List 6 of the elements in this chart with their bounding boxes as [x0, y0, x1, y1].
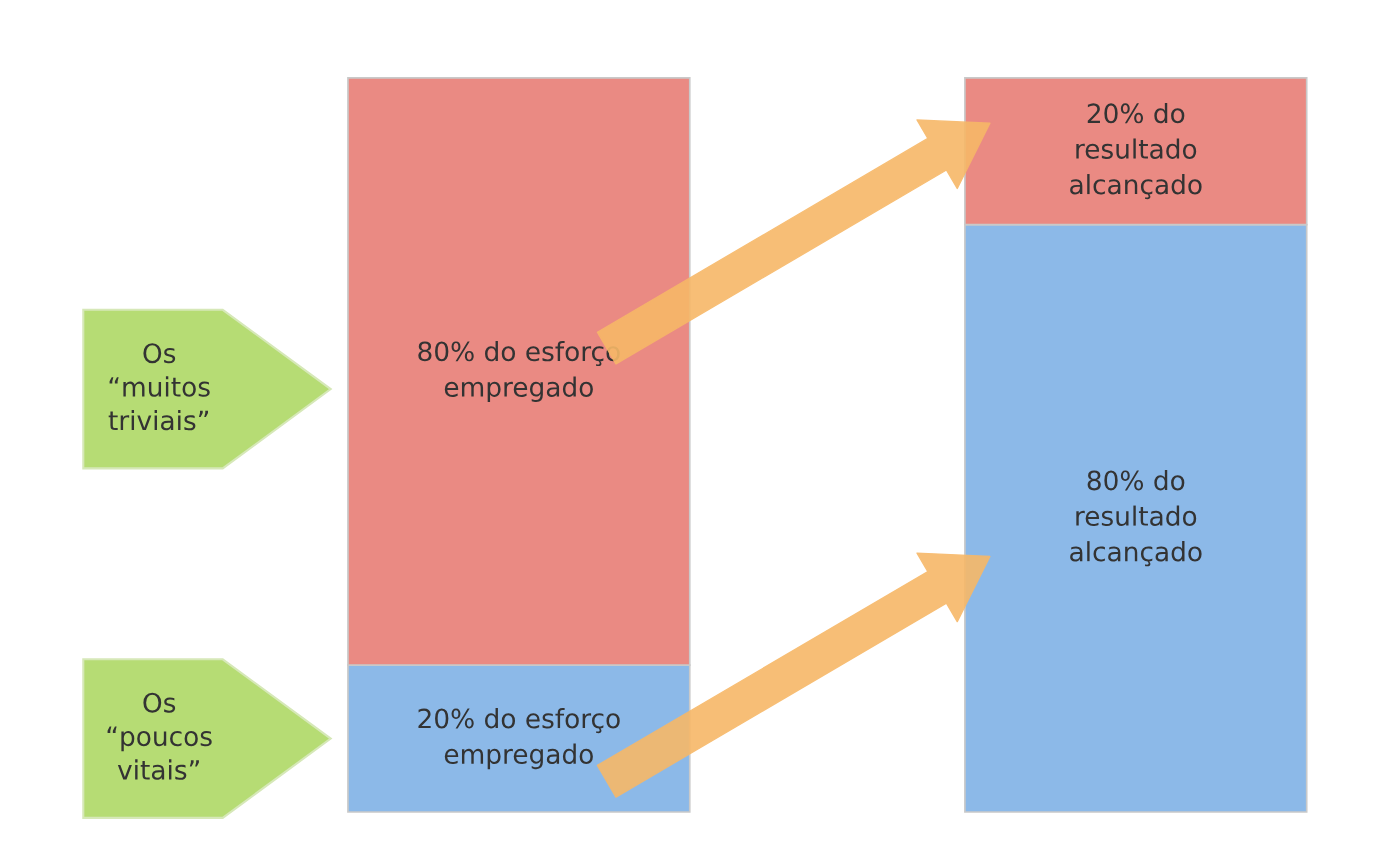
- data-label: 20% do resultado alcançado: [1070, 102, 1202, 200]
- data-label: 20% do esforço empregado: [418, 708, 620, 770]
- annotation: Os “poucos vitais”: [107, 692, 212, 780]
- data-label: 80% do resultado alcançado: [1070, 469, 1202, 567]
- data-label: 80% do esforço empregado: [418, 340, 620, 403]
- text: Os “muitos triviais”: [108, 343, 210, 431]
